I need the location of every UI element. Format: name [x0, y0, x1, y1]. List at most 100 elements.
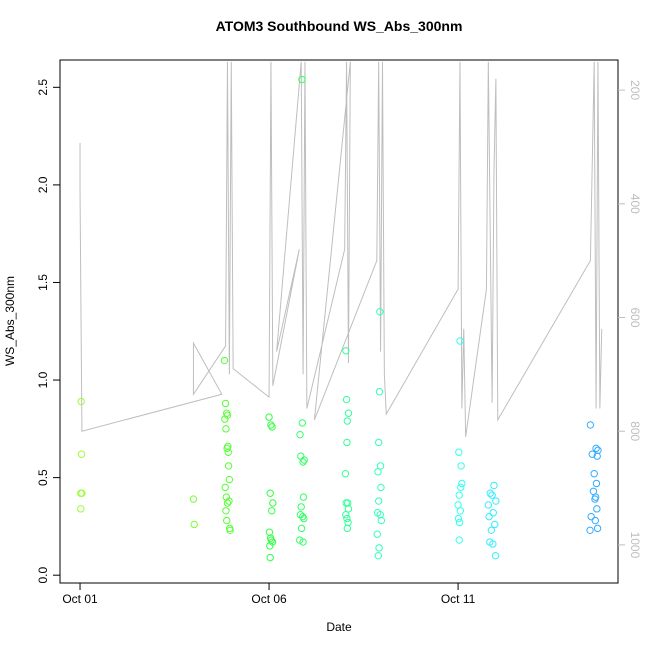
point [592, 479, 601, 488]
y2-tick-label: 600 [628, 308, 642, 328]
point [455, 448, 463, 456]
y-tick-label: 1.0 [36, 371, 50, 388]
point [456, 507, 465, 515]
point [489, 540, 497, 548]
point [299, 538, 307, 546]
point [222, 425, 230, 433]
point [587, 512, 595, 521]
point [374, 468, 382, 476]
plot-area [77, 61, 603, 562]
y-tick-label: 1.5 [36, 274, 50, 291]
point [376, 308, 384, 316]
point [458, 479, 466, 488]
point [588, 450, 596, 458]
point [223, 444, 231, 453]
point [343, 524, 352, 533]
y-tick-label: 2.5 [36, 79, 50, 96]
point [455, 536, 463, 544]
x-axis-label: Date [326, 620, 352, 634]
point [593, 452, 601, 460]
y-axis-label: WS_Abs_300nm [3, 276, 17, 366]
point [298, 75, 306, 84]
point [225, 475, 234, 484]
point [189, 495, 198, 503]
point [297, 503, 305, 511]
point [300, 514, 308, 523]
point [266, 489, 274, 497]
point [592, 444, 600, 453]
line [79, 61, 603, 437]
point [457, 462, 465, 470]
point [488, 491, 496, 499]
point [343, 438, 351, 447]
point [374, 497, 383, 505]
point [265, 413, 273, 421]
point [485, 512, 493, 521]
point [224, 462, 233, 470]
point [221, 399, 230, 408]
point [375, 544, 383, 552]
point [373, 530, 381, 538]
point [593, 524, 602, 533]
point [457, 483, 465, 492]
point [377, 516, 386, 525]
point [486, 489, 494, 497]
point [297, 524, 306, 533]
y2-tick-label: 1000 [628, 532, 642, 559]
point [343, 514, 351, 523]
x-tick-label: Oct 01 [62, 592, 98, 606]
point [487, 526, 496, 535]
y2-tick-label: 400 [628, 194, 642, 214]
point [484, 501, 493, 509]
point [221, 483, 229, 492]
point [266, 553, 274, 562]
point [224, 448, 232, 456]
point [344, 505, 353, 513]
point [455, 491, 463, 499]
plot-box [59, 59, 619, 584]
point [491, 551, 500, 560]
point [591, 516, 600, 525]
point [190, 520, 198, 529]
point [586, 421, 595, 429]
y-tick-label: 0.5 [36, 469, 50, 486]
point [268, 538, 277, 546]
point [223, 499, 232, 507]
point [269, 499, 277, 507]
y2-tick-label: 800 [628, 421, 642, 441]
chart-title: ATOM3 Southbound WS_Abs_300nm [216, 18, 463, 34]
point [223, 516, 231, 525]
point [590, 470, 598, 478]
point [299, 512, 307, 521]
point [265, 528, 274, 536]
point [77, 505, 85, 513]
point [77, 450, 86, 458]
point [455, 518, 464, 527]
point [300, 456, 308, 464]
point [296, 430, 304, 439]
point [268, 507, 276, 515]
point [593, 505, 601, 513]
point [266, 542, 274, 550]
point [77, 397, 85, 406]
y-tick-label: 2.0 [36, 176, 50, 193]
point [344, 409, 353, 417]
point [298, 419, 307, 427]
y2-tick-label: 200 [628, 80, 642, 100]
x-tick-label: Oct 11 [441, 592, 476, 606]
point [586, 526, 594, 535]
point [489, 509, 497, 517]
point [222, 507, 230, 515]
point [377, 483, 385, 492]
point [267, 421, 275, 429]
point [343, 417, 352, 425]
point [223, 411, 232, 419]
point [374, 438, 383, 447]
point [342, 347, 350, 355]
point [299, 493, 308, 501]
point [375, 388, 384, 396]
point [78, 489, 86, 497]
point [342, 510, 350, 519]
point [225, 497, 233, 505]
